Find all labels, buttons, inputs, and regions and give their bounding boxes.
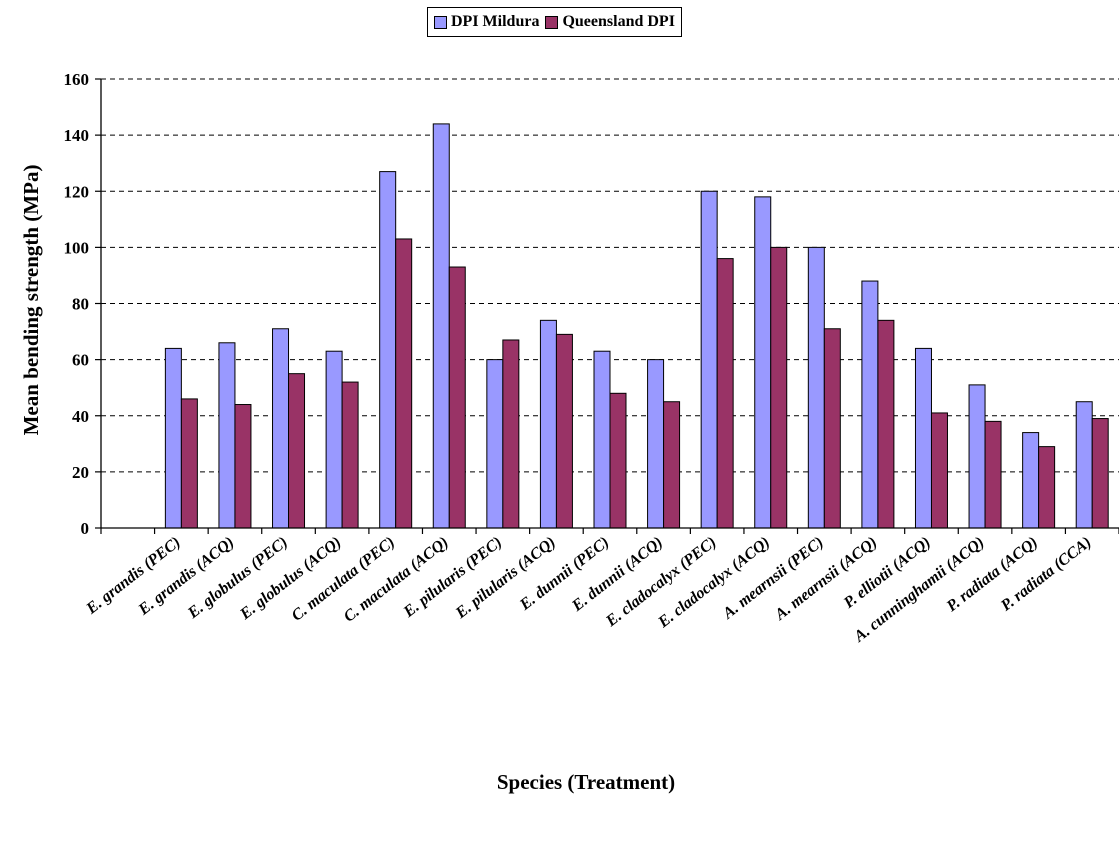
bar-queensland-dpi <box>180 398 198 529</box>
bar-queensland-dpi <box>448 266 466 529</box>
bar-dpi-mildura <box>432 123 450 529</box>
bar-queensland-dpi <box>395 238 413 529</box>
legend: DPI Mildura Queensland DPI <box>427 7 682 37</box>
bar-dpi-mildura <box>968 384 986 529</box>
bars <box>164 123 1109 529</box>
y-tick-label: 60 <box>72 351 89 370</box>
bar-queensland-dpi <box>716 258 734 529</box>
y-axis-label: Mean bending strength (MPa) <box>19 165 43 436</box>
bar-dpi-mildura <box>218 342 236 529</box>
bar-dpi-mildura <box>379 171 397 529</box>
y-tick-label: 140 <box>64 126 90 145</box>
x-tick-label: E. dunnii (PEC) <box>516 534 612 615</box>
y-tick-label: 100 <box>64 238 90 257</box>
x-tick-labels: E. grandis (PEC)E. grandis (ACQ)E. globu… <box>83 534 1095 646</box>
legend-label-series-2: Queensland DPI <box>562 13 675 30</box>
y-tick-label: 20 <box>72 463 89 482</box>
x-tick-label: E. pilularis (ACQ) <box>452 534 559 623</box>
legend-swatch-series-1 <box>434 15 447 29</box>
bar-queensland-dpi <box>663 401 681 529</box>
bar-dpi-mildura <box>593 350 611 529</box>
bar-dpi-mildura <box>486 359 504 529</box>
bar-queensland-dpi <box>877 319 895 529</box>
bar-queensland-dpi <box>823 328 841 529</box>
bar-queensland-dpi <box>234 404 252 529</box>
bar-queensland-dpi <box>770 246 788 529</box>
bar-queensland-dpi <box>609 392 627 529</box>
bar-dpi-mildura <box>914 347 932 529</box>
legend-label-series-1: DPI Mildura <box>451 13 540 30</box>
bar-dpi-mildura <box>861 280 879 529</box>
y-tick-label: 80 <box>72 295 89 314</box>
y-tick-label: 40 <box>72 407 89 426</box>
bar-dpi-mildura <box>325 350 343 529</box>
bar-queensland-dpi <box>555 333 573 529</box>
bar-dpi-mildura <box>1022 432 1040 529</box>
axes <box>95 78 1119 534</box>
bar-dpi-mildura <box>754 196 772 529</box>
legend-item-series-2: Queensland DPI <box>545 13 675 31</box>
y-tick-label: 0 <box>81 519 90 538</box>
bar-queensland-dpi <box>1091 418 1109 529</box>
bar-dpi-mildura <box>807 246 825 529</box>
bar-queensland-dpi <box>341 381 359 529</box>
x-axis-label: Species (Treatment) <box>497 770 675 794</box>
bar-dpi-mildura <box>647 359 665 529</box>
bar-dpi-mildura <box>272 328 290 529</box>
bar-queensland-dpi <box>502 339 520 529</box>
bar-dpi-mildura <box>539 319 557 529</box>
bar-queensland-dpi <box>984 420 1002 529</box>
bar-queensland-dpi <box>930 412 948 529</box>
bar-dpi-mildura <box>700 190 718 529</box>
legend-item-series-1: DPI Mildura <box>434 13 539 31</box>
bar-queensland-dpi <box>1038 446 1056 529</box>
legend-swatch-series-2 <box>545 15 559 29</box>
bar-dpi-mildura <box>1075 401 1093 529</box>
x-tick-label: P. radiata (ACQ) <box>943 534 1041 616</box>
bar-dpi-mildura <box>164 347 182 529</box>
y-tick-label: 120 <box>64 182 90 201</box>
y-tick-labels: 0 20 40 60 80 100 120 140 160 <box>64 70 90 538</box>
x-tick-label: P. radiata (CCA) <box>997 534 1095 615</box>
x-tick-label: E. grandis (PEC) <box>83 534 184 618</box>
y-tick-label: 160 <box>64 70 90 89</box>
bar-queensland-dpi <box>288 373 306 529</box>
x-tick-label: E. dunnii (ACQ) <box>568 534 666 616</box>
